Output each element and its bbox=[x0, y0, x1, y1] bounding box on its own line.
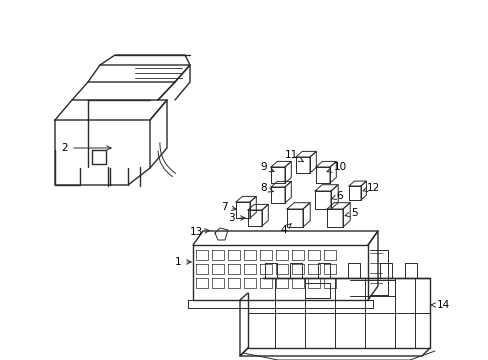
Text: 10: 10 bbox=[326, 162, 346, 172]
Text: 3: 3 bbox=[227, 213, 244, 223]
Text: 5: 5 bbox=[345, 208, 358, 218]
Text: 13: 13 bbox=[189, 227, 209, 237]
Text: 11: 11 bbox=[284, 150, 303, 162]
Text: 4: 4 bbox=[280, 224, 290, 235]
Text: 1: 1 bbox=[174, 257, 191, 267]
Text: 9: 9 bbox=[260, 162, 273, 172]
Text: 2: 2 bbox=[61, 143, 111, 153]
Text: 8: 8 bbox=[260, 183, 273, 193]
Text: 6: 6 bbox=[330, 191, 343, 201]
Text: 7: 7 bbox=[220, 202, 236, 212]
Text: 14: 14 bbox=[430, 300, 448, 310]
Text: 12: 12 bbox=[362, 183, 379, 193]
